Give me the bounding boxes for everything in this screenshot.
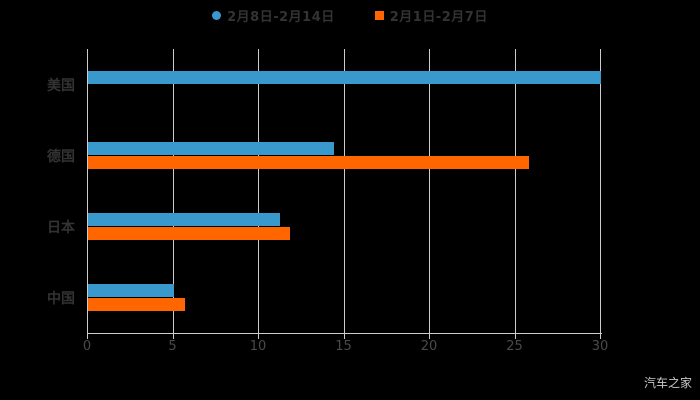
legend-item-feb1-7[interactable]: 2月1日-2月7日 — [374, 6, 488, 25]
axis-tick-x20 — [429, 333, 430, 339]
bar-series0-3[interactable] — [88, 284, 174, 297]
chart-legend: 2月8日-2月14日 2月1日-2月7日 — [0, 6, 700, 25]
axis-tick-x0 — [87, 333, 88, 339]
x-tick-label-5: 5 — [168, 339, 177, 354]
x-axis-line — [87, 333, 602, 334]
x-tick-label-10: 10 — [249, 339, 267, 354]
x-tick-label-15: 15 — [335, 339, 352, 354]
gridline-x20 — [429, 49, 430, 333]
axis-tick-x30 — [600, 333, 601, 339]
x-tick-label-0: 0 — [82, 339, 92, 354]
gridline-x0 — [87, 49, 88, 333]
axis-tick-x15 — [343, 333, 345, 339]
gridline-x15 — [343, 49, 345, 333]
gridline-x25 — [514, 49, 516, 333]
x-tick-label-20: 20 — [420, 339, 438, 354]
legend-label-feb8-14: 2月8日-2月14日 — [227, 10, 335, 25]
bar-series0-1[interactable] — [88, 142, 334, 155]
x-tick-label-30: 30 — [591, 339, 609, 354]
bar-series1-1[interactable] — [88, 156, 529, 169]
category-label-2: 日本 — [47, 219, 75, 236]
bar-series0-0[interactable] — [88, 71, 601, 84]
watermark-autohome: 汽车之家 — [643, 376, 692, 390]
axis-tick-x5 — [172, 333, 174, 339]
x-tick-label-25: 25 — [506, 339, 523, 354]
legend-label-feb1-7: 2月1日-2月7日 — [389, 10, 488, 25]
axis-tick-x10 — [258, 333, 259, 339]
category-label-3: 中国 — [47, 290, 75, 307]
legend-item-feb8-14[interactable]: 2月8日-2月14日 — [212, 6, 335, 25]
legend-circle-marker-icon — [212, 11, 222, 20]
bar-series1-3[interactable] — [88, 298, 185, 311]
axis-tick-x25 — [514, 333, 516, 339]
category-label-0: 美国 — [47, 77, 75, 94]
bar-series1-2[interactable] — [88, 227, 290, 240]
legend-square-marker-icon — [374, 11, 384, 20]
gridline-x30 — [600, 49, 601, 333]
bar-series0-2[interactable] — [88, 213, 280, 226]
gridline-x5 — [172, 49, 174, 333]
category-label-1: 德国 — [47, 148, 75, 165]
gridline-x10 — [258, 49, 259, 333]
